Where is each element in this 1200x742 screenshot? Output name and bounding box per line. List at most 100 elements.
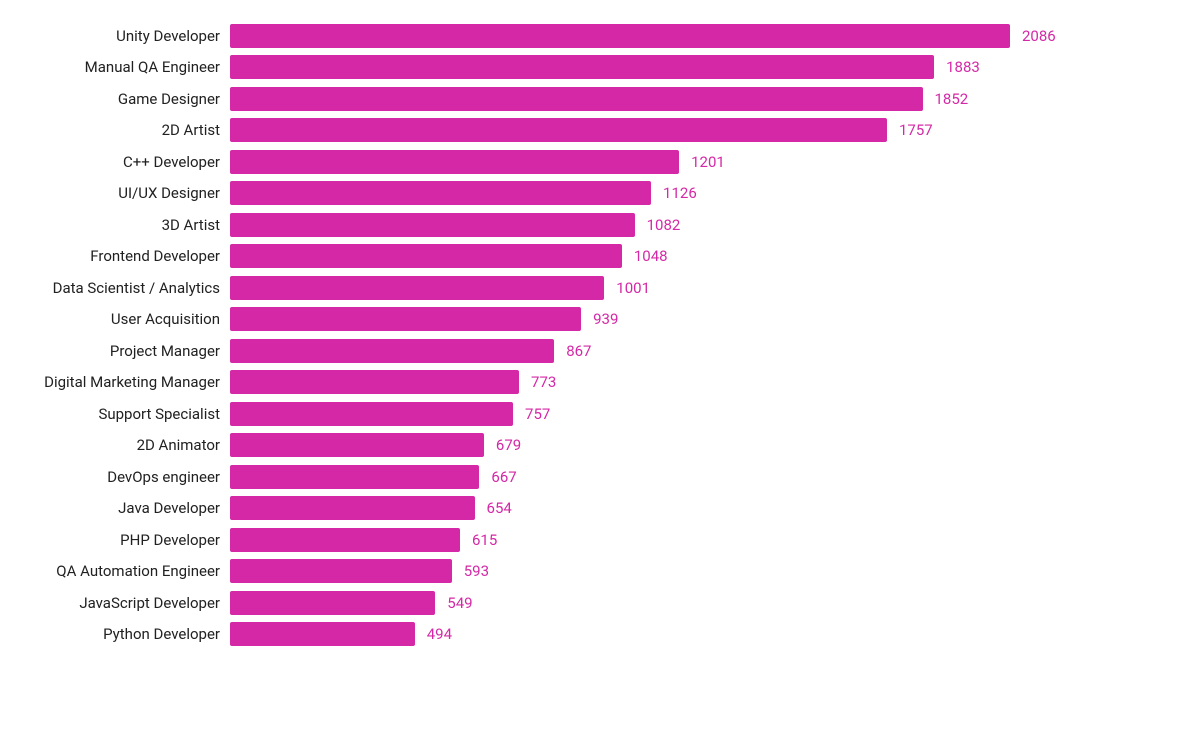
value-label: 667 <box>491 468 516 486</box>
category-label: Java Developer <box>0 499 230 517</box>
value-label: 939 <box>593 310 618 328</box>
category-label: Manual QA Engineer <box>0 58 230 76</box>
bar-area: 1883 <box>230 52 1160 84</box>
bar-area: 667 <box>230 461 1160 493</box>
bar-area: 1201 <box>230 146 1160 178</box>
bar-row: PHP Developer 615 <box>0 524 1160 556</box>
bar <box>230 402 513 426</box>
bar <box>230 24 1010 48</box>
bar <box>230 339 554 363</box>
value-label: 679 <box>496 436 521 454</box>
category-label: Project Manager <box>0 342 230 360</box>
category-label: JavaScript Developer <box>0 594 230 612</box>
bar-area: 1852 <box>230 83 1160 115</box>
category-label: QA Automation Engineer <box>0 562 230 580</box>
bar <box>230 118 887 142</box>
bar-row: Unity Developer 2086 <box>0 20 1160 52</box>
value-label: 549 <box>447 594 472 612</box>
value-label: 1757 <box>899 121 933 139</box>
bar-row: Project Manager 867 <box>0 335 1160 367</box>
category-label: UI/UX Designer <box>0 184 230 202</box>
bar-row: 2D Artist 1757 <box>0 115 1160 147</box>
bar-row: Support Specialist 757 <box>0 398 1160 430</box>
category-label: Unity Developer <box>0 27 230 45</box>
bar <box>230 433 484 457</box>
category-label: User Acquisition <box>0 310 230 328</box>
bar <box>230 496 475 520</box>
bar <box>230 591 435 615</box>
bar-row: UI/UX Designer 1126 <box>0 178 1160 210</box>
category-label: Support Specialist <box>0 405 230 423</box>
value-label: 1126 <box>663 184 697 202</box>
bar <box>230 370 519 394</box>
value-label: 2086 <box>1022 27 1056 45</box>
bar <box>230 181 651 205</box>
bar <box>230 528 460 552</box>
category-label: 3D Artist <box>0 216 230 234</box>
bar-area: 939 <box>230 304 1160 336</box>
bar-row: DevOps engineer 667 <box>0 461 1160 493</box>
bar-row: 3D Artist 1082 <box>0 209 1160 241</box>
bar-row: QA Automation Engineer 593 <box>0 556 1160 588</box>
value-label: 867 <box>566 342 591 360</box>
bar-row: Python Developer 494 <box>0 619 1160 651</box>
bar-row: JavaScript Developer 549 <box>0 587 1160 619</box>
horizontal-bar-chart: Unity Developer 2086 Manual QA Engineer 188… <box>0 0 1200 742</box>
bar-area: 1048 <box>230 241 1160 273</box>
bar-row: User Acquisition 939 <box>0 304 1160 336</box>
category-label: PHP Developer <box>0 531 230 549</box>
bar-area: 615 <box>230 524 1160 556</box>
value-label: 1201 <box>691 153 725 171</box>
category-label: 2D Artist <box>0 121 230 139</box>
bar-row: Java Developer 654 <box>0 493 1160 525</box>
category-label: 2D Animator <box>0 436 230 454</box>
category-label: DevOps engineer <box>0 468 230 486</box>
bar <box>230 213 635 237</box>
value-label: 1082 <box>647 216 681 234</box>
bar-row: Game Designer 1852 <box>0 83 1160 115</box>
bar-area: 1757 <box>230 115 1160 147</box>
bar-row: Frontend Developer 1048 <box>0 241 1160 273</box>
category-label: Game Designer <box>0 90 230 108</box>
value-label: 615 <box>472 531 497 549</box>
bar-row: Data Scientist / Analytics 1001 <box>0 272 1160 304</box>
bar-area: 1126 <box>230 178 1160 210</box>
bar <box>230 87 923 111</box>
bar-area: 549 <box>230 587 1160 619</box>
category-label: Frontend Developer <box>0 247 230 265</box>
bar-area: 867 <box>230 335 1160 367</box>
category-label: Digital Marketing Manager <box>0 373 230 391</box>
value-label: 1001 <box>616 279 650 297</box>
bar-area: 773 <box>230 367 1160 399</box>
bar-row: Digital Marketing Manager 773 <box>0 367 1160 399</box>
bar <box>230 559 452 583</box>
category-label: C++ Developer <box>0 153 230 171</box>
bar-area: 654 <box>230 493 1160 525</box>
value-label: 1852 <box>935 90 969 108</box>
bar-area: 1082 <box>230 209 1160 241</box>
bar-area: 2086 <box>230 20 1160 52</box>
bar-area: 1001 <box>230 272 1160 304</box>
bar-area: 494 <box>230 619 1160 651</box>
bar-area: 757 <box>230 398 1160 430</box>
bar-area: 593 <box>230 556 1160 588</box>
bar <box>230 307 581 331</box>
bar <box>230 244 622 268</box>
value-label: 773 <box>531 373 556 391</box>
bar <box>230 465 479 489</box>
value-label: 757 <box>525 405 550 423</box>
bar <box>230 622 415 646</box>
category-label: Data Scientist / Analytics <box>0 279 230 297</box>
bar-row: C++ Developer 1201 <box>0 146 1160 178</box>
value-label: 1048 <box>634 247 668 265</box>
bar <box>230 55 934 79</box>
value-label: 654 <box>487 499 512 517</box>
value-label: 1883 <box>946 58 980 76</box>
bar-row: Manual QA Engineer 1883 <box>0 52 1160 84</box>
bar-area: 679 <box>230 430 1160 462</box>
value-label: 593 <box>464 562 489 580</box>
value-label: 494 <box>427 625 452 643</box>
category-label: Python Developer <box>0 625 230 643</box>
bar <box>230 150 679 174</box>
bar-row: 2D Animator 679 <box>0 430 1160 462</box>
